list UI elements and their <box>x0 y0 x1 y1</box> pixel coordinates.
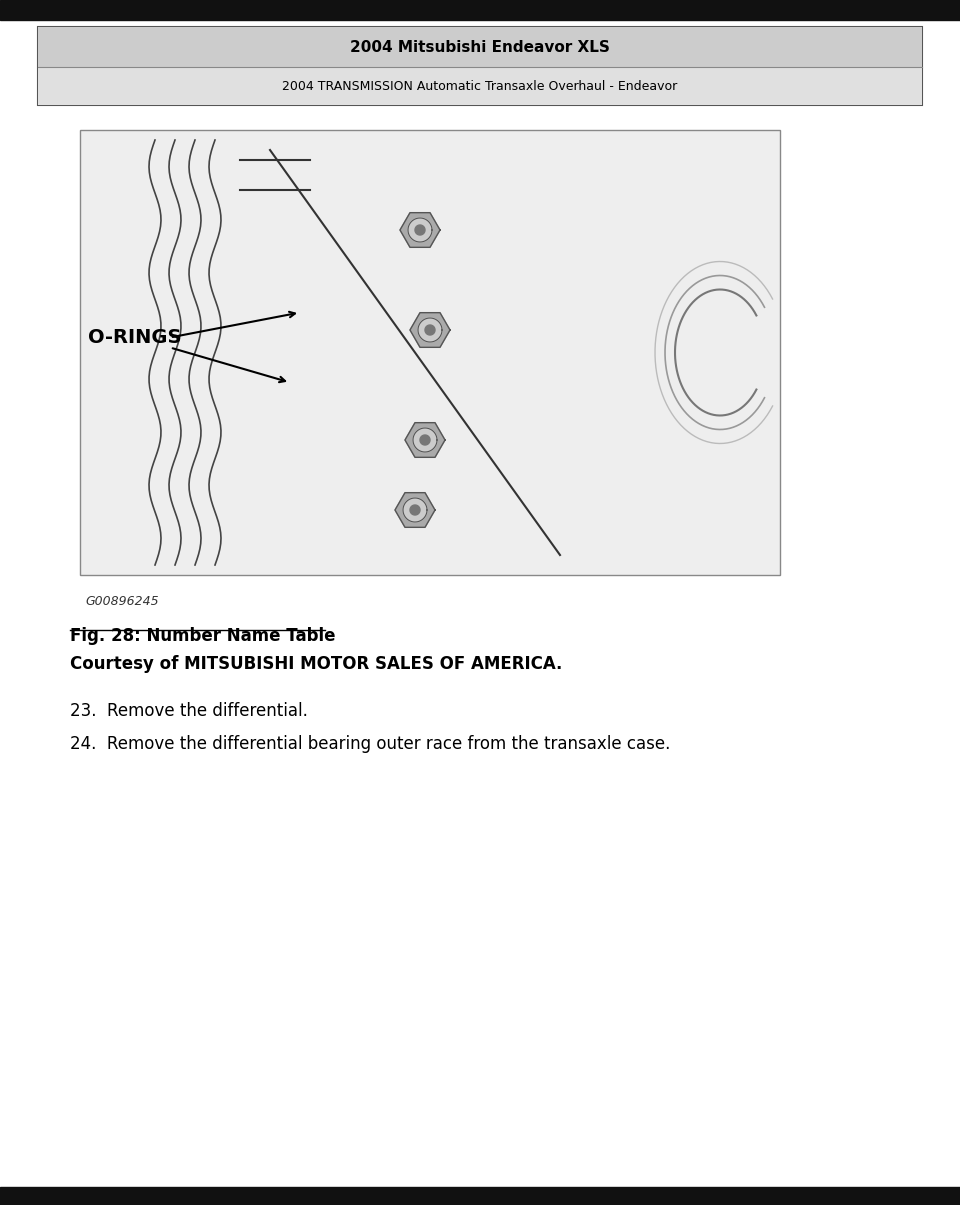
Text: O-RINGS: O-RINGS <box>88 328 181 347</box>
Polygon shape <box>403 498 427 522</box>
Polygon shape <box>418 318 442 342</box>
Text: Fig. 28: Number Name Table: Fig. 28: Number Name Table <box>70 627 335 645</box>
Polygon shape <box>400 212 440 247</box>
Polygon shape <box>425 325 435 335</box>
Polygon shape <box>405 423 445 458</box>
Bar <box>38 67 922 105</box>
Text: Courtesy of MITSUBISHI MOTOR SALES OF AMERICA.: Courtesy of MITSUBISHI MOTOR SALES OF AM… <box>70 656 563 674</box>
Text: 2004 TRANSMISSION Automatic Transaxle Overhaul - Endeavor: 2004 TRANSMISSION Automatic Transaxle Ov… <box>282 80 678 93</box>
Polygon shape <box>415 225 425 235</box>
Bar <box>0 0 960 20</box>
Polygon shape <box>420 435 430 445</box>
Text: G00896245: G00896245 <box>85 595 158 609</box>
Polygon shape <box>395 493 435 528</box>
Text: carmanualsonline.info: carmanualsonline.info <box>776 1172 900 1183</box>
Polygon shape <box>413 428 437 452</box>
Text: 24.  Remove the differential bearing outer race from the transaxle case.: 24. Remove the differential bearing oute… <box>70 735 670 753</box>
Polygon shape <box>410 505 420 515</box>
Text: 23.  Remove the differential.: 23. Remove the differential. <box>70 703 308 721</box>
Bar <box>0 1187 960 1205</box>
Bar <box>38 27 922 105</box>
Text: 2004 Mitsubishi Endeavor XLS: 2004 Mitsubishi Endeavor XLS <box>350 40 610 54</box>
Bar <box>38 27 922 67</box>
Bar <box>80 130 780 575</box>
Polygon shape <box>408 218 432 242</box>
Polygon shape <box>410 312 450 347</box>
